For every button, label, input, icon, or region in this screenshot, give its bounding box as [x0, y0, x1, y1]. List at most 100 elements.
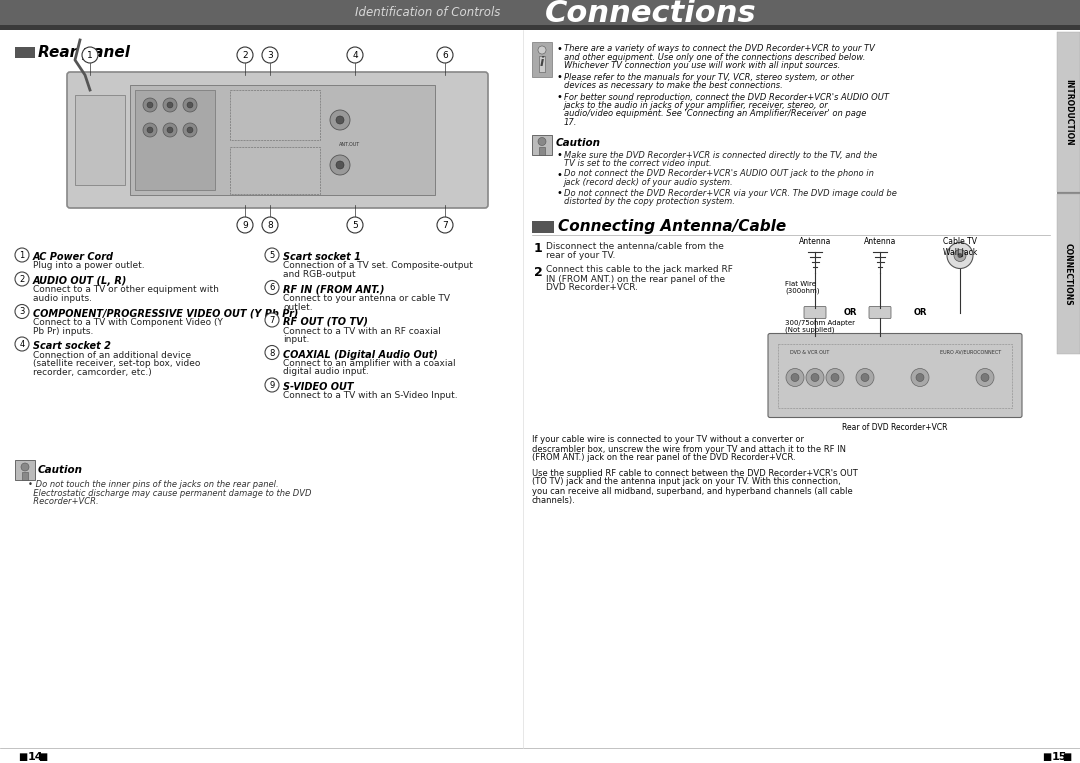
Text: Connect to a TV with an S-Video Input.: Connect to a TV with an S-Video Input.	[283, 391, 458, 401]
Bar	[135, 90, 215, 190]
Text: audio/video equipment. See 'Connecting an Amplifier/Receiver' on page: audio/video equipment. See 'Connecting a…	[564, 110, 866, 118]
Text: ■: ■	[18, 752, 27, 762]
Text: Connect to your antenna or cable TV: Connect to your antenna or cable TV	[283, 294, 450, 303]
Bar	[230, 90, 320, 140]
Text: 2: 2	[19, 275, 25, 284]
Text: jacks to the audio in jacks of your amplifier, receiver, stereo, or: jacks to the audio in jacks of your ampl…	[564, 101, 828, 110]
Circle shape	[187, 102, 193, 108]
Text: digital audio input.: digital audio input.	[283, 368, 368, 376]
Text: 2: 2	[534, 266, 543, 278]
Text: AC Power Cord: AC Power Cord	[33, 252, 114, 262]
Text: There are a variety of ways to connect the DVD Recorder+VCR to your TV: There are a variety of ways to connect t…	[564, 44, 875, 53]
Circle shape	[163, 123, 177, 137]
Circle shape	[237, 47, 253, 63]
Text: INTRODUCTION: INTRODUCTION	[1064, 79, 1074, 145]
Circle shape	[265, 346, 279, 359]
Text: •: •	[556, 72, 562, 82]
Text: Plug into a power outlet.: Plug into a power outlet.	[33, 262, 145, 271]
Circle shape	[437, 47, 453, 63]
Text: Scart socket 2: Scart socket 2	[33, 341, 111, 351]
Circle shape	[791, 374, 799, 382]
Circle shape	[15, 304, 29, 318]
Text: EURO AV/EUROCONNECT: EURO AV/EUROCONNECT	[940, 349, 1001, 355]
Bar	[0, 25, 1080, 30]
Text: Scart socket 1: Scart socket 1	[283, 252, 361, 262]
Text: 2: 2	[242, 51, 247, 60]
Text: 3: 3	[19, 307, 25, 317]
Bar	[1057, 192, 1080, 194]
Circle shape	[187, 127, 193, 133]
Bar	[532, 221, 554, 233]
Text: outlet.: outlet.	[283, 302, 312, 311]
Bar	[230, 147, 320, 194]
Text: Flat Wire
(300ohm): Flat Wire (300ohm)	[785, 281, 820, 295]
Text: channels).: channels).	[532, 495, 576, 504]
Text: 5: 5	[352, 221, 357, 230]
Circle shape	[330, 155, 350, 175]
Text: Please refer to the manuals for your TV, VCR, stereo system, or other: Please refer to the manuals for your TV,…	[564, 72, 854, 82]
Text: Do not connect the DVD Recorder+VCR's AUDIO OUT jack to the phono in: Do not connect the DVD Recorder+VCR's AU…	[564, 169, 874, 179]
Text: OR: OR	[914, 308, 927, 317]
Circle shape	[336, 161, 345, 169]
Text: Cable TV
Wall Jack: Cable TV Wall Jack	[943, 237, 977, 257]
Text: RF IN (FROM ANT.): RF IN (FROM ANT.)	[283, 285, 384, 295]
Text: 14: 14	[28, 752, 43, 762]
Circle shape	[538, 137, 546, 146]
Text: 7: 7	[442, 221, 448, 230]
Text: •: •	[556, 169, 562, 179]
Text: rear of your TV.: rear of your TV.	[546, 250, 616, 259]
Circle shape	[163, 98, 177, 112]
Text: TV is set to the correct video input.: TV is set to the correct video input.	[564, 159, 712, 168]
Circle shape	[806, 369, 824, 387]
Circle shape	[143, 123, 157, 137]
Text: Caution: Caution	[556, 139, 600, 149]
Bar	[778, 343, 1012, 407]
FancyBboxPatch shape	[869, 307, 891, 318]
Text: 8: 8	[269, 349, 274, 358]
Text: DVD Recorder+VCR.: DVD Recorder+VCR.	[546, 284, 638, 292]
FancyBboxPatch shape	[768, 333, 1022, 417]
Text: Whichever TV connection you use will work with all input sources.: Whichever TV connection you use will wor…	[564, 61, 840, 70]
Circle shape	[15, 272, 29, 286]
Text: DVD & VCR OUT: DVD & VCR OUT	[789, 349, 829, 355]
Text: Connect this cable to the jack marked RF: Connect this cable to the jack marked RF	[546, 266, 733, 275]
Circle shape	[167, 127, 173, 133]
Circle shape	[786, 369, 804, 387]
Circle shape	[330, 110, 350, 130]
Text: Connection of a TV set. Composite-output: Connection of a TV set. Composite-output	[283, 262, 473, 271]
Bar	[22, 472, 28, 480]
Text: 15: 15	[1052, 752, 1067, 762]
Text: •: •	[556, 92, 562, 102]
Text: For better sound reproduction, connect the DVD Recorder+VCR's AUDIO OUT: For better sound reproduction, connect t…	[564, 92, 889, 101]
Text: ■: ■	[1062, 752, 1071, 762]
Text: 5: 5	[269, 251, 274, 260]
Circle shape	[347, 217, 363, 233]
Circle shape	[265, 378, 279, 392]
Circle shape	[147, 127, 153, 133]
Circle shape	[912, 369, 929, 387]
Text: and RGB-output: and RGB-output	[283, 270, 355, 279]
Text: Do not connect the DVD Recorder+VCR via your VCR. The DVD image could be: Do not connect the DVD Recorder+VCR via …	[564, 188, 896, 198]
Circle shape	[826, 369, 843, 387]
Text: jack (record deck) of your audio system.: jack (record deck) of your audio system.	[564, 178, 733, 187]
Text: Use the supplied RF cable to connect between the DVD Recorder+VCR's OUT: Use the supplied RF cable to connect bet…	[532, 468, 858, 478]
Circle shape	[916, 374, 924, 382]
Text: 17.: 17.	[564, 118, 578, 127]
Text: 9: 9	[269, 381, 274, 390]
Circle shape	[183, 98, 197, 112]
Text: distorted by the copy protection system.: distorted by the copy protection system.	[564, 197, 734, 206]
Text: i: i	[540, 56, 544, 69]
Text: audio inputs.: audio inputs.	[33, 294, 92, 303]
Text: 8: 8	[267, 221, 273, 230]
Text: Connect to a TV with Component Video (Y: Connect to a TV with Component Video (Y	[33, 318, 222, 327]
Circle shape	[861, 374, 869, 382]
Text: 1: 1	[534, 242, 543, 255]
Circle shape	[347, 47, 363, 63]
Bar	[1057, 194, 1080, 354]
Circle shape	[167, 102, 173, 108]
Text: 300/75ohm Adapter
(Not supplied): 300/75ohm Adapter (Not supplied)	[785, 320, 855, 333]
Circle shape	[237, 217, 253, 233]
Text: Electrostatic discharge may cause permanent damage to the DVD: Electrostatic discharge may cause perman…	[28, 488, 311, 497]
Text: CONNECTIONS: CONNECTIONS	[1064, 243, 1074, 305]
Circle shape	[831, 374, 839, 382]
